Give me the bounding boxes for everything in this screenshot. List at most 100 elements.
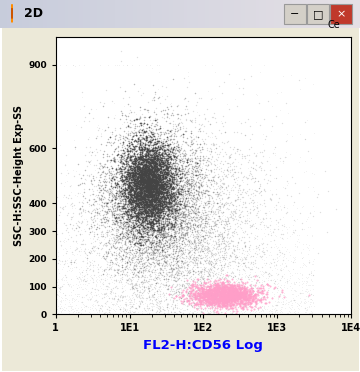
Point [151,218,157,224]
Point [228,289,234,295]
Point [134,210,140,216]
Point [154,227,160,233]
Point [199,294,205,299]
Point [95,127,101,133]
Point [118,206,124,212]
Point [139,187,144,193]
Point [297,211,302,217]
Point [134,265,140,271]
Point [189,207,195,213]
Point [208,224,213,230]
Point [167,183,173,189]
Point [146,186,152,192]
Point [72,205,78,211]
Point [172,259,178,264]
Point [222,285,228,291]
Point [138,192,143,198]
Point [118,198,123,204]
Point [141,183,147,189]
Point [164,272,170,278]
Point [145,176,150,182]
Point [221,299,227,305]
Point [109,237,114,243]
Point [208,262,213,267]
Point [148,205,154,211]
Point [279,235,285,241]
Point [124,254,130,260]
Point [132,188,138,194]
Point [158,202,163,208]
Point [177,235,183,241]
Point [141,311,147,317]
Point [188,312,194,318]
Point [197,155,203,161]
Point [301,246,306,252]
Point [137,263,143,269]
Point [119,208,125,214]
Point [197,295,203,301]
Point [152,211,158,217]
Point [178,191,184,197]
Point [143,263,148,269]
Point [149,127,155,133]
Point [246,238,252,244]
Point [216,294,221,300]
Point [196,244,202,250]
Point [232,157,238,163]
Point [146,183,152,189]
Point [148,315,153,321]
Point [112,208,117,214]
Point [118,108,123,113]
Point [173,183,179,189]
Point [137,240,143,246]
Point [170,174,176,180]
Point [153,192,158,198]
Point [143,242,149,248]
Point [225,260,231,266]
Point [192,226,197,232]
Point [182,232,188,238]
Point [147,189,153,195]
Point [165,111,171,117]
Point [166,206,172,212]
Point [123,186,129,192]
Point [228,291,234,296]
Point [64,279,70,285]
Point [257,190,262,196]
Point [141,195,147,201]
Point [122,222,128,228]
Point [136,192,142,198]
Point [212,301,218,307]
Point [226,296,232,302]
Point [191,291,197,297]
Point [236,293,242,299]
Point [180,298,186,304]
Point [145,187,151,193]
Point [127,174,132,180]
Point [225,306,231,312]
Point [135,215,140,221]
Point [213,257,219,263]
Point [141,193,147,199]
Point [149,235,155,241]
Point [179,183,184,189]
Point [153,175,159,181]
Point [215,224,221,230]
Point [156,194,162,200]
Point [162,158,167,164]
Point [162,185,168,190]
Point [166,243,172,248]
Point [152,244,157,250]
Point [150,173,156,179]
Point [242,274,248,280]
Point [184,163,190,169]
Point [152,172,157,178]
Point [171,237,177,243]
Point [190,234,196,240]
Point [211,294,216,299]
Point [148,191,153,197]
Point [212,294,218,299]
Point [144,167,149,173]
Point [120,112,125,118]
Point [155,205,161,211]
